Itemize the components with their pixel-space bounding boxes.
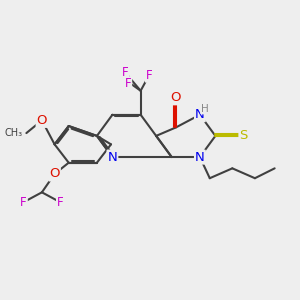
- Text: O: O: [37, 114, 47, 127]
- Text: F: F: [146, 69, 152, 82]
- Text: F: F: [122, 66, 128, 79]
- Text: O: O: [171, 91, 181, 104]
- Text: F: F: [57, 196, 64, 209]
- Text: H: H: [201, 103, 209, 113]
- Text: S: S: [239, 129, 248, 142]
- Text: N: N: [195, 151, 205, 164]
- Text: F: F: [124, 77, 131, 90]
- Text: F: F: [20, 196, 27, 209]
- Text: O: O: [49, 167, 60, 181]
- Text: N: N: [195, 108, 205, 121]
- Text: CH₃: CH₃: [4, 128, 22, 138]
- Text: N: N: [108, 151, 117, 164]
